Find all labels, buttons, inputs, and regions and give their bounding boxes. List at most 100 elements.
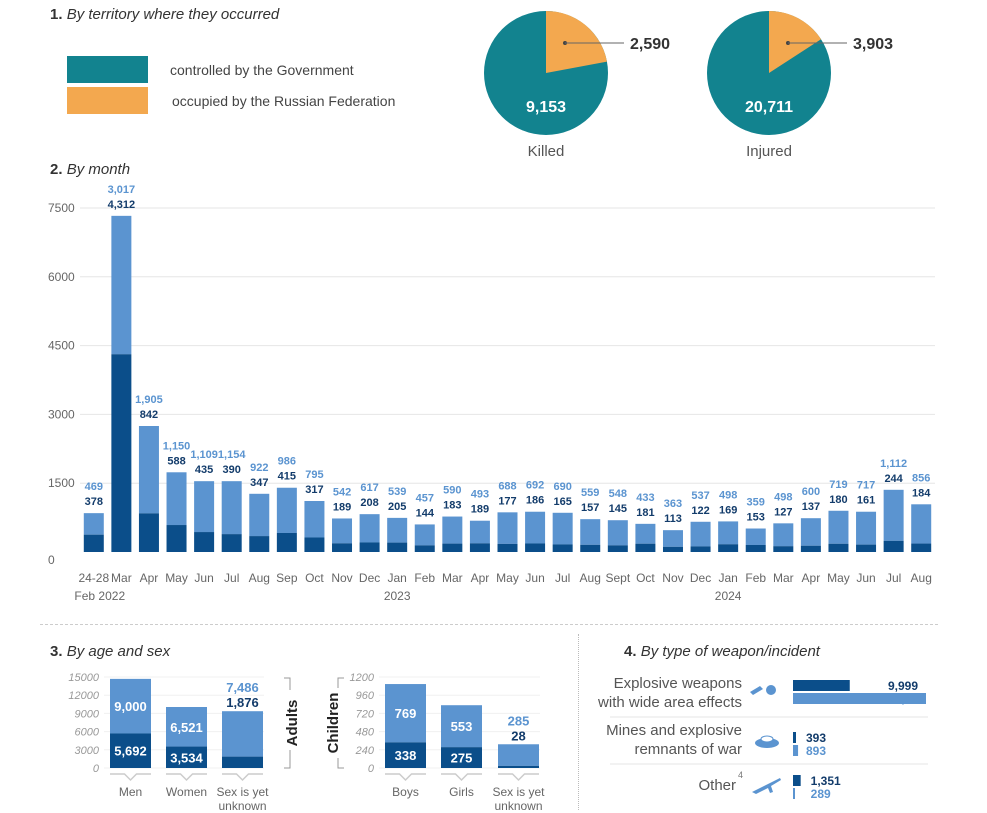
data-label-injured: 688 xyxy=(498,480,516,492)
bar-injured xyxy=(580,519,601,545)
bar-injured xyxy=(110,678,151,734)
bar-injured xyxy=(249,493,270,537)
x-tick-label: Dec xyxy=(690,571,711,585)
bar-killed xyxy=(525,543,546,552)
x-tick-label: Feb xyxy=(414,571,435,585)
landmine-icon xyxy=(755,738,779,748)
data-label-killed: 842 xyxy=(140,409,158,421)
bar-killed xyxy=(332,543,353,552)
bar-injured xyxy=(800,518,821,546)
bar-injured xyxy=(304,500,325,538)
data-label-killed: 28 xyxy=(511,728,525,743)
data-label-injured: 617 xyxy=(360,482,378,494)
x-tick-label: May xyxy=(496,571,519,585)
bar-killed xyxy=(856,544,877,552)
section-divider xyxy=(40,624,938,625)
bar-injured xyxy=(332,518,353,544)
bar-killed xyxy=(414,545,435,552)
data-label-killed: 122 xyxy=(691,505,709,517)
data-label-killed: 184 xyxy=(912,487,931,499)
x-tick-label: Aug xyxy=(249,571,270,585)
legend-label-government: controlled by the Government xyxy=(170,62,354,78)
category-bracket xyxy=(222,773,263,782)
legend-label-occupied: occupied by the Russian Federation xyxy=(172,93,396,109)
data-label-injured: 493 xyxy=(471,489,489,501)
pie-slice-occupied xyxy=(546,11,607,73)
data-label-killed: 317 xyxy=(305,484,323,496)
bar-killed xyxy=(442,543,463,552)
data-label-killed: 4,312 xyxy=(108,199,136,211)
section4-title: 4. By type of weapon/incident xyxy=(624,643,820,660)
x-tick-label: Apr xyxy=(802,571,821,585)
bar-injured xyxy=(166,472,187,526)
explosive-icon xyxy=(750,685,776,695)
bar-killed xyxy=(249,536,270,552)
data-label-killed: 153 xyxy=(747,512,765,524)
data-label-injured: 893 xyxy=(806,744,826,758)
data-label-injured: 1,905 xyxy=(135,394,163,406)
bar-killed xyxy=(469,543,490,552)
data-label-killed: 189 xyxy=(471,504,489,516)
bar-killed xyxy=(221,534,242,552)
data-label-killed: 1,351 xyxy=(811,774,841,788)
category-bracket xyxy=(110,773,151,782)
data-label-injured: 285 xyxy=(508,713,530,728)
x-tick-label: unknown xyxy=(218,799,266,813)
data-label-injured: 1,112 xyxy=(880,458,907,470)
data-label-injured: 553 xyxy=(451,719,473,734)
x-tick-label: Aug xyxy=(580,571,601,585)
data-label-injured: 856 xyxy=(912,472,930,484)
data-label-injured: 986 xyxy=(278,456,296,468)
bar-killed xyxy=(304,537,325,552)
bar-injured xyxy=(276,487,297,533)
data-label-injured: 559 xyxy=(581,487,599,499)
data-label-killed: 390 xyxy=(223,464,241,476)
weapon-label-explosive: Explosive weapons with wide area effects xyxy=(598,675,742,711)
bar-injured xyxy=(883,489,904,541)
x-tick-label: Dec xyxy=(359,571,380,585)
category-bracket xyxy=(498,773,539,782)
bar-killed xyxy=(800,545,821,552)
adults-label: Adults xyxy=(284,700,301,747)
children-label: Children xyxy=(325,693,342,754)
data-label-injured: 1,154 xyxy=(218,449,246,461)
data-label-killed: 435 xyxy=(195,464,213,476)
data-label-injured: 692 xyxy=(526,480,544,492)
data-label-injured: 7,486 xyxy=(226,680,259,695)
year-label: 2024 xyxy=(715,589,742,603)
y-tick-label: 6000 xyxy=(48,270,75,284)
y-tick-label: 3000 xyxy=(48,407,75,421)
bar-injured xyxy=(635,523,656,544)
bar-injured xyxy=(138,426,159,514)
bar-killed xyxy=(793,732,796,743)
y-tick-label: 960 xyxy=(356,690,375,702)
data-label-injured: 548 xyxy=(609,488,627,500)
x-tick-label: Nov xyxy=(331,571,352,585)
bar-killed xyxy=(497,543,518,552)
x-tick-label: Girls xyxy=(449,785,474,799)
bar-killed xyxy=(828,543,849,552)
data-label-injured: 795 xyxy=(305,469,323,481)
data-label-killed: 169 xyxy=(719,504,737,516)
y-tick-label: 12000 xyxy=(68,690,99,702)
data-label-injured: 1,109 xyxy=(190,449,218,461)
bar-injured xyxy=(194,481,215,533)
data-label-killed: 113 xyxy=(664,513,682,525)
bar-killed xyxy=(635,543,656,552)
x-tick-label: Jul xyxy=(224,571,239,585)
data-label-killed: 180 xyxy=(829,494,847,506)
bar-killed xyxy=(745,544,766,552)
bar-injured xyxy=(221,481,242,535)
y-tick-label: 0 xyxy=(368,763,375,775)
y-tick-label: 480 xyxy=(356,727,375,739)
bar-injured xyxy=(385,684,426,743)
x-tick-label: Women xyxy=(166,785,207,799)
weapon-label-mines: Mines and explosive remnants of war xyxy=(606,722,742,758)
bar-injured xyxy=(497,512,518,544)
data-label-killed: 177 xyxy=(498,495,516,507)
year-label: Feb 2022 xyxy=(74,589,125,603)
y-tick-label: 4500 xyxy=(48,339,75,353)
data-label-killed: 275 xyxy=(451,751,473,766)
